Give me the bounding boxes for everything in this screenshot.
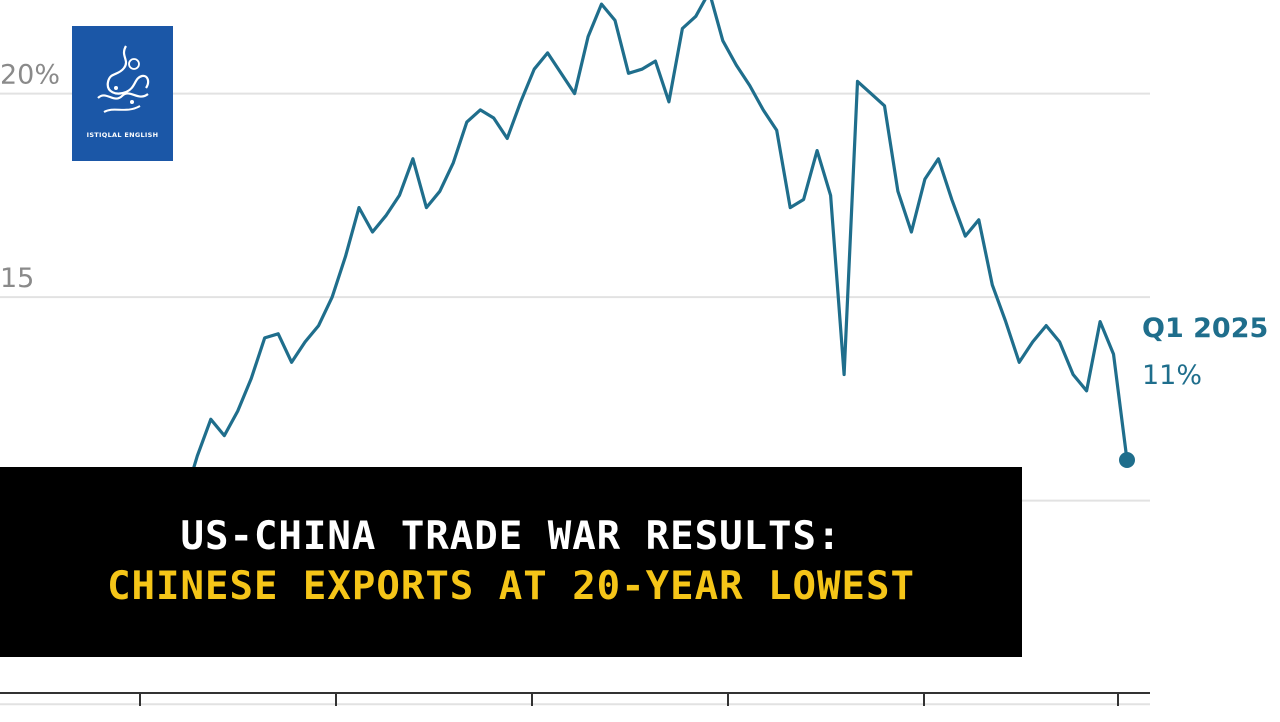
end-label-period: Q1 2025 bbox=[1142, 313, 1268, 344]
headline-line-1: US-China Trade War Results: bbox=[180, 514, 842, 559]
end-point-marker bbox=[1119, 451, 1135, 468]
end-label-value: 11% bbox=[1142, 360, 1202, 391]
headline-banner: US-China Trade War Results: Chinese Expo… bbox=[0, 467, 1022, 657]
y-tick-labels: 20%1510 bbox=[0, 60, 60, 498]
series bbox=[101, 0, 1129, 601]
headline-line-2: Chinese Exports at 20-Year Lowest bbox=[107, 564, 915, 609]
istiqlal-logo: ISTIQLAL ENGLISH bbox=[72, 26, 173, 161]
x-axis bbox=[0, 692, 1150, 706]
y-tick-label: 20% bbox=[0, 60, 60, 91]
calligraphy-emblem-icon bbox=[97, 45, 150, 113]
y-tick-label: 15 bbox=[0, 263, 34, 294]
logo-text: ISTIQLAL ENGLISH bbox=[86, 131, 159, 139]
series-line bbox=[101, 0, 1129, 601]
